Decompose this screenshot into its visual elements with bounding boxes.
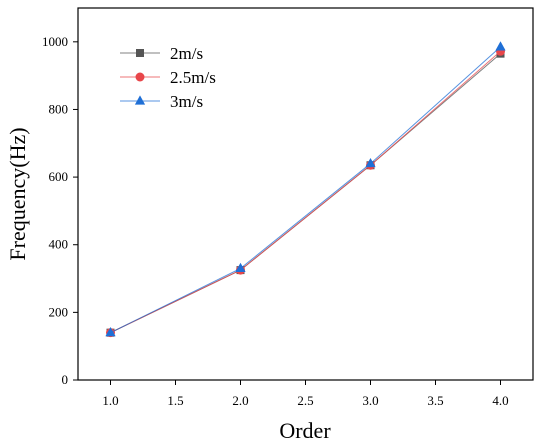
y-axis: 0 200 400 600 800 1000 (42, 34, 78, 387)
data-point (495, 41, 506, 51)
data-point (365, 157, 376, 168)
legend-marker (135, 72, 145, 82)
legend-marker (136, 49, 144, 57)
legend-label: 2.5m/s (170, 68, 216, 87)
y-tick-label: 200 (49, 304, 69, 319)
y-tick-label: 1000 (42, 34, 68, 49)
plot-area-frame (77, 7, 534, 381)
y-tick-label: 0 (62, 372, 69, 387)
x-tick-label: 3.0 (362, 393, 378, 408)
data-point (235, 262, 246, 272)
legend-item: 3m/s (120, 92, 203, 111)
x-axis: 1.0 1.5 2.0 2.5 3.0 3.5 4.0 (102, 380, 509, 408)
legend-label: 2m/s (170, 44, 203, 63)
x-tick-label: 1.5 (167, 393, 183, 408)
legend-item: 2m/s (120, 44, 203, 63)
x-tick-label: 2.5 (297, 393, 313, 408)
series-0 (106, 49, 505, 337)
x-tick-label: 1.0 (102, 393, 118, 408)
series-line (110, 50, 501, 334)
series-1 (106, 46, 505, 338)
y-tick-label: 600 (49, 169, 69, 184)
x-tick-label: 3.5 (427, 393, 443, 408)
series-line (110, 53, 501, 334)
y-tick-label: 800 (49, 101, 69, 116)
legend-item: 2.5m/s (120, 68, 216, 87)
series-layer (105, 41, 506, 338)
y-axis-title: Frequency(Hz) (5, 127, 30, 260)
series-line (110, 46, 501, 334)
x-tick-label: 2.0 (232, 393, 248, 408)
legend: 2m/s 2.5m/s 3m/s (120, 44, 216, 111)
series-2 (105, 41, 506, 337)
y-tick-label: 400 (49, 237, 69, 252)
x-tick-label: 4.0 (492, 393, 508, 408)
data-point (105, 327, 116, 337)
x-axis-title: Order (279, 418, 331, 443)
legend-label: 3m/s (170, 92, 203, 111)
legend-marker (134, 95, 146, 105)
